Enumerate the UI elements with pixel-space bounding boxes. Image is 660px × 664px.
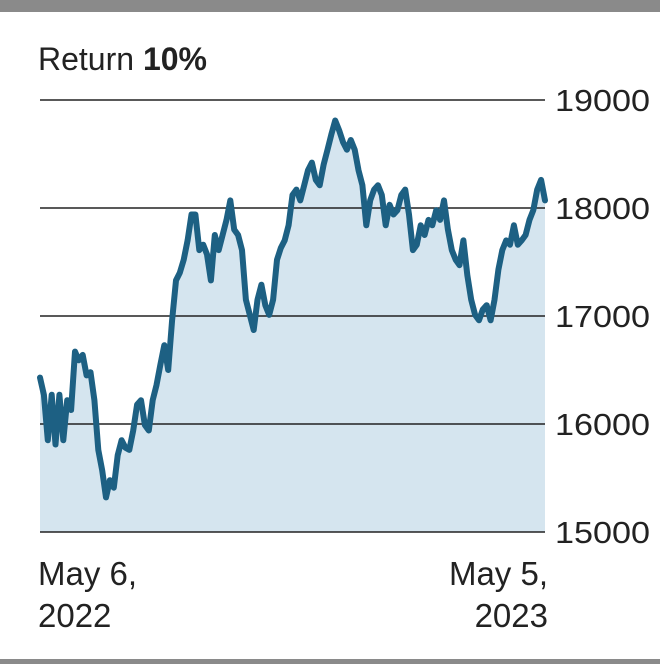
- bottom-bar: [0, 659, 660, 664]
- x-tick-label-line: May 5,: [449, 555, 548, 592]
- y-tick-label: 15000: [555, 515, 650, 550]
- x-tick-label-line: May 6,: [38, 555, 137, 592]
- x-tick-label-line: 2023: [475, 597, 548, 634]
- x-tick-label: May 5, 2023: [449, 555, 548, 634]
- x-tick-label-line: 2022: [38, 597, 111, 634]
- y-tick-label: 17000: [555, 299, 650, 334]
- line: [37, 117, 548, 501]
- chart-title: Return 10%: [38, 41, 207, 77]
- title-highlight: 10%: [143, 41, 207, 77]
- top-bar: [0, 0, 660, 12]
- y-tick-label: 16000: [555, 407, 650, 442]
- area-fill: [40, 120, 545, 532]
- y-tick-label: 18000: [555, 191, 650, 226]
- y-tick-label: 19000: [555, 83, 650, 118]
- title-text: Return: [38, 41, 134, 77]
- x-tick-label: May 6, 2022: [38, 555, 137, 634]
